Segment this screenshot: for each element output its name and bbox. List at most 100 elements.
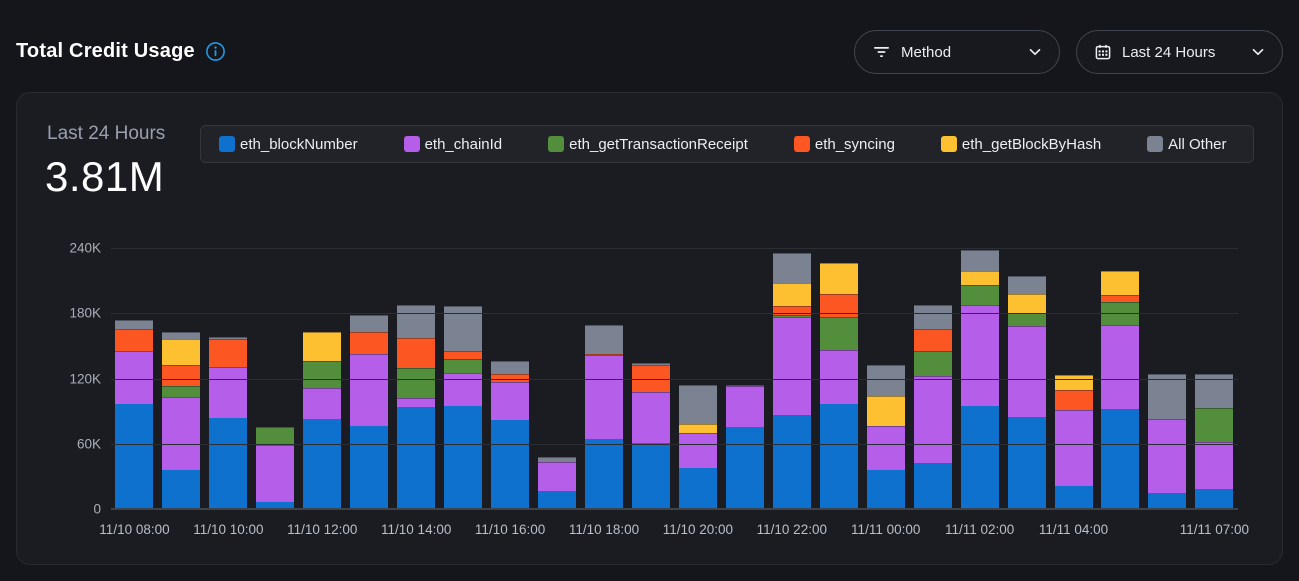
bar-segment-eth_chainId[interactable]	[772, 316, 811, 416]
bar-segment-eth_getTransactionReceipt[interactable]	[256, 427, 295, 445]
bar-segment-eth_chainId[interactable]	[678, 432, 717, 468]
bar-segment-eth_chainId[interactable]	[1101, 325, 1140, 409]
legend-item-eth_syncing[interactable]: eth_syncing	[793, 136, 895, 153]
bar-segment-eth_getBlockByHash[interactable]	[162, 339, 201, 366]
time-range-dropdown[interactable]: Last 24 Hours	[1076, 30, 1283, 74]
bar-segment-All Other[interactable]	[772, 253, 811, 283]
bar-segment-eth_blockNumber[interactable]	[913, 463, 952, 509]
legend-item-eth_blockNumber[interactable]: eth_blockNumber	[219, 136, 358, 153]
bar-segment-eth_blockNumber[interactable]	[397, 406, 436, 509]
bar-segment-eth_chainId[interactable]	[209, 366, 248, 418]
bar-segment-eth_chainId[interactable]	[350, 353, 389, 427]
legend-item-eth_getBlockByHash[interactable]: eth_getBlockByHash	[940, 136, 1101, 153]
bar-segment-eth_blockNumber[interactable]	[585, 439, 623, 509]
bar-11/10 18:00[interactable]	[585, 325, 623, 509]
bar-segment-eth_getTransactionReceipt[interactable]	[444, 358, 483, 374]
bar-segment-eth_blockNumber[interactable]	[209, 417, 248, 509]
bar-11/10 14:00[interactable]	[397, 304, 436, 509]
bar-segment-eth_getTransactionReceipt[interactable]	[819, 316, 858, 351]
bar-segment-All Other[interactable]	[162, 331, 201, 340]
bar-segment-eth_chainId[interactable]	[115, 351, 154, 404]
bar-11/10 09:00[interactable]	[162, 331, 201, 509]
bar-segment-eth_syncing[interactable]	[913, 328, 952, 352]
bar-segment-eth_getBlockByHash[interactable]	[1101, 270, 1140, 295]
bar-segment-eth_chainId[interactable]	[397, 398, 436, 407]
bar-segment-All Other[interactable]	[115, 319, 154, 329]
bar-segment-All Other[interactable]	[491, 361, 530, 375]
bar-11/10 15:00[interactable]	[444, 305, 483, 509]
bar-segment-eth_getTransactionReceipt[interactable]	[397, 367, 436, 399]
bar-segment-eth_getTransactionReceipt[interactable]	[960, 285, 999, 305]
bar-11/10 21:00[interactable]	[725, 385, 764, 509]
bar-segment-All Other[interactable]	[1007, 276, 1046, 294]
bar-11/10 10:00[interactable]	[209, 337, 248, 509]
bar-segment-All Other[interactable]	[913, 304, 952, 329]
bar-segment-eth_syncing[interactable]	[444, 351, 483, 359]
bar-11/10 13:00[interactable]	[350, 315, 389, 509]
bar-segment-eth_syncing[interactable]	[115, 328, 154, 352]
bar-11/10 12:00[interactable]	[303, 331, 342, 509]
bar-segment-eth_getBlockByHash[interactable]	[960, 270, 999, 285]
bar-11/11 01:00[interactable]	[913, 304, 952, 509]
bar-segment-eth_chainId[interactable]	[1148, 418, 1187, 493]
bar-segment-eth_blockNumber[interactable]	[444, 405, 483, 509]
bar-segment-eth_blockNumber[interactable]	[866, 469, 905, 509]
bar-11/11 02:00[interactable]	[960, 250, 999, 509]
bar-segment-eth_chainId[interactable]	[960, 304, 999, 406]
bar-segment-eth_syncing[interactable]	[772, 305, 811, 316]
bar-segment-eth_chainId[interactable]	[725, 386, 764, 428]
bar-segment-eth_chainId[interactable]	[866, 426, 905, 470]
legend-item-All Other[interactable]: All Other	[1147, 136, 1227, 153]
bar-segment-eth_blockNumber[interactable]	[678, 467, 717, 509]
bar-segment-eth_getTransactionReceipt[interactable]	[1195, 407, 1234, 442]
bar-segment-eth_chainId[interactable]	[819, 350, 858, 404]
bar-segment-eth_blockNumber[interactable]	[1148, 492, 1187, 509]
bar-11/10 16:00[interactable]	[491, 361, 530, 509]
bar-segment-eth_blockNumber[interactable]	[1101, 408, 1140, 509]
bar-11/10 20:00[interactable]	[678, 385, 717, 509]
bar-segment-eth_blockNumber[interactable]	[772, 415, 811, 509]
bar-segment-All Other[interactable]	[350, 315, 389, 332]
bar-segment-All Other[interactable]	[1195, 374, 1234, 408]
bar-11/11 05:00[interactable]	[1101, 270, 1140, 509]
bar-11/10 08:00[interactable]	[115, 319, 154, 509]
bar-segment-eth_blockNumber[interactable]	[819, 403, 858, 509]
bar-segment-eth_getTransactionReceipt[interactable]	[772, 315, 811, 317]
bar-segment-eth_syncing[interactable]	[1101, 294, 1140, 303]
bar-11/10 17:00[interactable]	[538, 456, 577, 509]
bar-segment-eth_chainId[interactable]	[303, 388, 342, 419]
bar-segment-eth_chainId[interactable]	[538, 462, 577, 491]
bar-segment-eth_getBlockByHash[interactable]	[866, 395, 905, 427]
bar-11/10 23:00[interactable]	[819, 263, 858, 509]
bar-segment-eth_blockNumber[interactable]	[350, 426, 389, 509]
bar-11/11 06:00[interactable]	[1148, 374, 1187, 509]
bar-segment-All Other[interactable]	[960, 250, 999, 271]
bar-segment-eth_getBlockByHash[interactable]	[1007, 293, 1046, 314]
bar-segment-eth_getTransactionReceipt[interactable]	[725, 385, 764, 387]
bar-segment-eth_blockNumber[interactable]	[162, 469, 201, 509]
bar-segment-All Other[interactable]	[585, 325, 623, 354]
bar-segment-eth_getBlockByHash[interactable]	[303, 331, 342, 362]
bar-segment-eth_blockNumber[interactable]	[1054, 486, 1093, 509]
bar-segment-All Other[interactable]	[538, 456, 577, 463]
bar-segment-eth_syncing[interactable]	[491, 374, 530, 382]
bar-segment-eth_blockNumber[interactable]	[303, 418, 342, 509]
bar-11/10 11:00[interactable]	[256, 427, 295, 509]
bar-segment-All Other[interactable]	[397, 304, 436, 339]
bar-segment-eth_getBlockByHash[interactable]	[678, 424, 717, 433]
bar-11/10 19:00[interactable]	[631, 363, 670, 509]
bar-segment-eth_syncing[interactable]	[585, 353, 623, 355]
bar-segment-eth_chainId[interactable]	[1195, 441, 1234, 490]
bar-segment-eth_syncing[interactable]	[819, 293, 858, 317]
bar-segment-eth_chainId[interactable]	[1007, 326, 1046, 417]
bar-segment-eth_chainId[interactable]	[913, 376, 952, 464]
bar-segment-eth_syncing[interactable]	[350, 331, 389, 354]
legend-item-eth_chainId[interactable]: eth_chainId	[403, 136, 502, 153]
bar-segment-eth_getTransactionReceipt[interactable]	[162, 386, 201, 397]
bar-segment-eth_chainId[interactable]	[1054, 410, 1093, 487]
bar-segment-eth_getBlockByHash[interactable]	[819, 263, 858, 294]
bar-segment-eth_syncing[interactable]	[1054, 390, 1093, 411]
bar-segment-eth_getTransactionReceipt[interactable]	[303, 361, 342, 389]
bar-segment-eth_chainId[interactable]	[256, 444, 295, 503]
bar-segment-eth_getBlockByHash[interactable]	[772, 282, 811, 306]
